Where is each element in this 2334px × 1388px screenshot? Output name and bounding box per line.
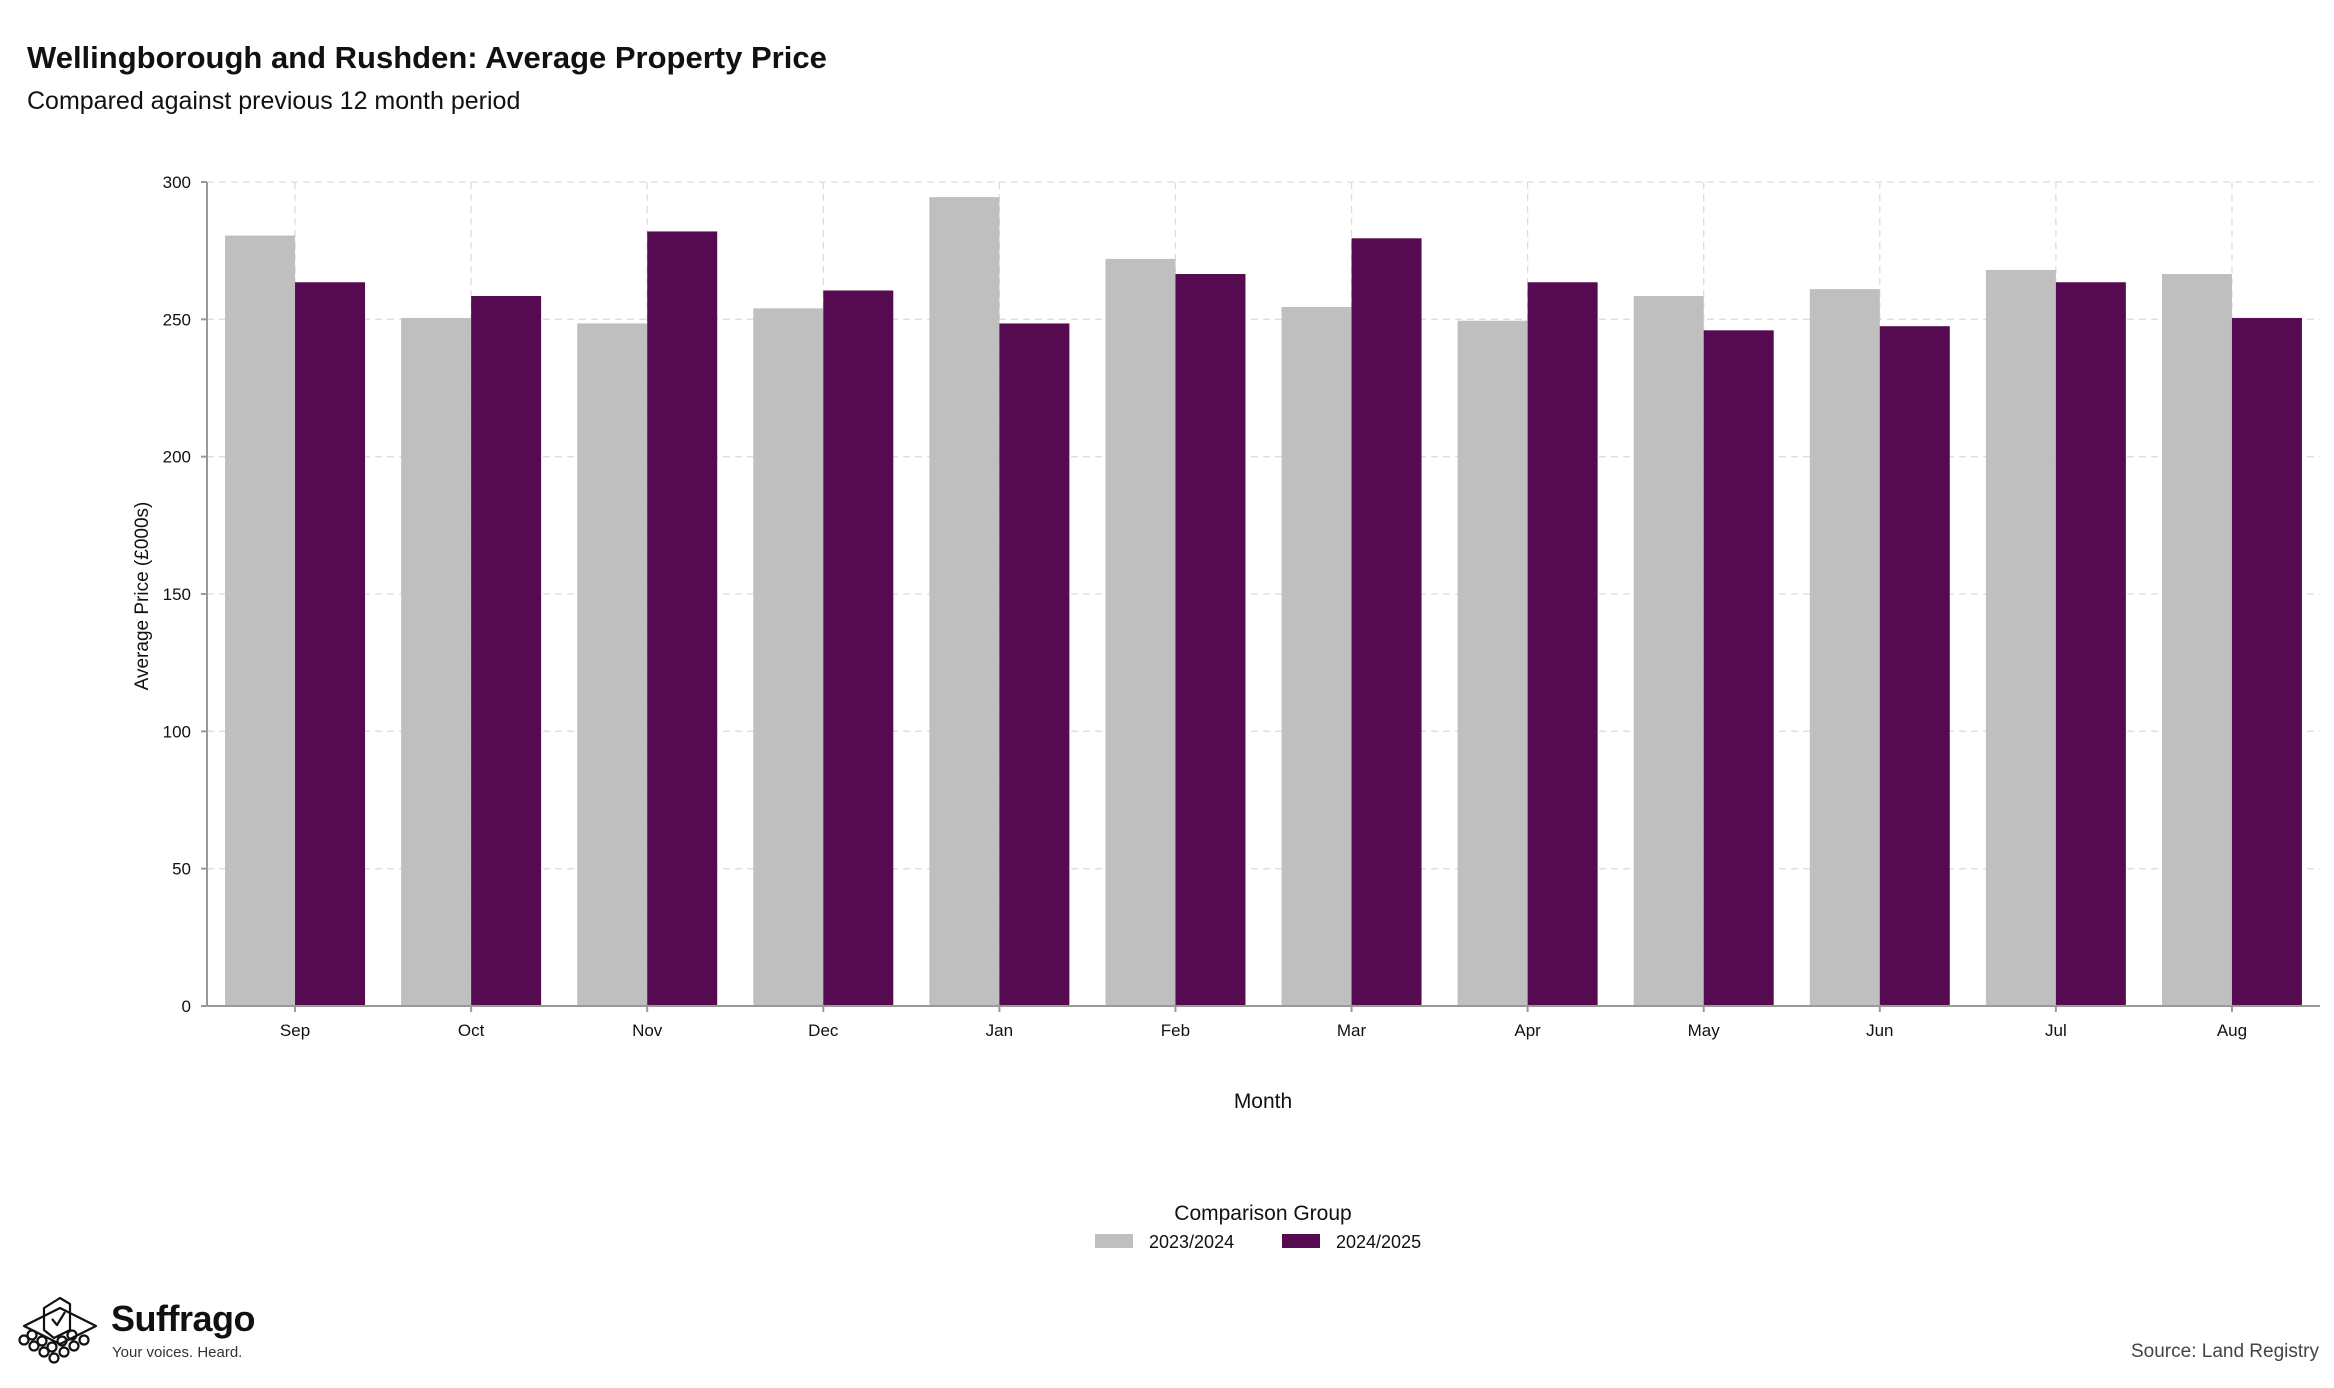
tick-labels: 0 50 100 150 200 250 300 Sep Oct Nov Dec Jan Feb Mar A… — [163, 173, 2247, 1040]
bar-current-aug — [2231, 317, 2302, 1007]
x-tick-label: Sep — [280, 1021, 310, 1040]
bar-current-jul — [2055, 282, 2126, 1007]
x-tick-label: Jun — [1866, 1021, 1893, 1040]
bar-current-mar — [1351, 238, 1422, 1007]
legend-swatch — [1095, 1234, 1133, 1248]
x-tick-label: Dec — [808, 1021, 839, 1040]
x-axis-title: Month — [1234, 1090, 1292, 1113]
brand-name: Suffrago — [111, 1298, 256, 1339]
bar-current-nov — [647, 231, 718, 1006]
bar-current-jan — [999, 323, 1070, 1006]
legend-label: 2024/2025 — [1336, 1232, 1421, 1252]
x-tick-label: May — [1688, 1021, 1721, 1040]
chart-subtitle: Compared against previous 12 month perio… — [27, 87, 521, 115]
y-axis-title: Average Price (£000s) — [132, 502, 153, 691]
ballot-box-icon — [18, 1296, 98, 1364]
y-tick-label: 100 — [163, 722, 191, 741]
bar-previous-aug — [2161, 274, 2232, 1007]
bar-current-sep — [295, 282, 366, 1007]
source-note: Source: Land Registry — [2131, 1341, 2319, 1362]
bar-current-dec — [823, 290, 894, 1006]
brand-logo: Suffrago Your voices. Heard. — [14, 1290, 314, 1385]
bar-previous-jun — [1809, 289, 1880, 1006]
axes — [201, 181, 2320, 1012]
bar-current-oct — [471, 295, 542, 1006]
bar-current-may — [1703, 330, 1774, 1006]
x-tick-label: Mar — [1337, 1021, 1367, 1040]
bar-previous-dec — [753, 308, 824, 1006]
bar-previous-feb — [1105, 258, 1176, 1006]
y-tick-label: 150 — [163, 585, 191, 604]
x-tick-label: Apr — [1514, 1021, 1541, 1040]
legend-items: 2023/2024 2024/2025 — [1095, 1232, 1421, 1252]
bar-previous-may — [1633, 295, 1704, 1006]
bar-previous-apr — [1457, 320, 1528, 1006]
x-tick-label: Jul — [2045, 1021, 2067, 1040]
bar-previous-mar — [1281, 306, 1352, 1006]
y-tick-label: 300 — [163, 173, 191, 192]
legend-title: Comparison Group — [1174, 1202, 1351, 1225]
chart-title: Wellingborough and Rushden: Average Prop… — [27, 40, 827, 75]
x-tick-label: Feb — [1161, 1021, 1190, 1040]
bar-previous-nov — [577, 323, 648, 1006]
legend-label: 2023/2024 — [1149, 1232, 1234, 1252]
y-tick-label: 50 — [172, 860, 191, 879]
legend: Comparison Group 2023/2024 2024/2025 — [1095, 1202, 1421, 1252]
y-tick-label: 0 — [182, 997, 191, 1016]
bar-current-feb — [1175, 274, 1246, 1007]
bar-current-jun — [1879, 326, 1950, 1006]
bar-previous-jan — [929, 197, 1000, 1006]
bar-previous-jul — [1985, 269, 2056, 1007]
bar-previous-oct — [401, 317, 472, 1007]
bar-previous-sep — [225, 235, 296, 1006]
y-tick-label: 200 — [163, 448, 191, 467]
y-tick-label: 250 — [163, 310, 191, 329]
bar-current-apr — [1527, 282, 1598, 1007]
x-tick-label: Nov — [632, 1021, 663, 1040]
x-tick-label: Oct — [458, 1021, 485, 1040]
bars — [225, 197, 2302, 1007]
x-tick-label: Aug — [2217, 1021, 2247, 1040]
x-tick-label: Jan — [986, 1021, 1013, 1040]
legend-swatch — [1282, 1234, 1320, 1248]
brand-tagline: Your voices. Heard. — [112, 1344, 243, 1361]
